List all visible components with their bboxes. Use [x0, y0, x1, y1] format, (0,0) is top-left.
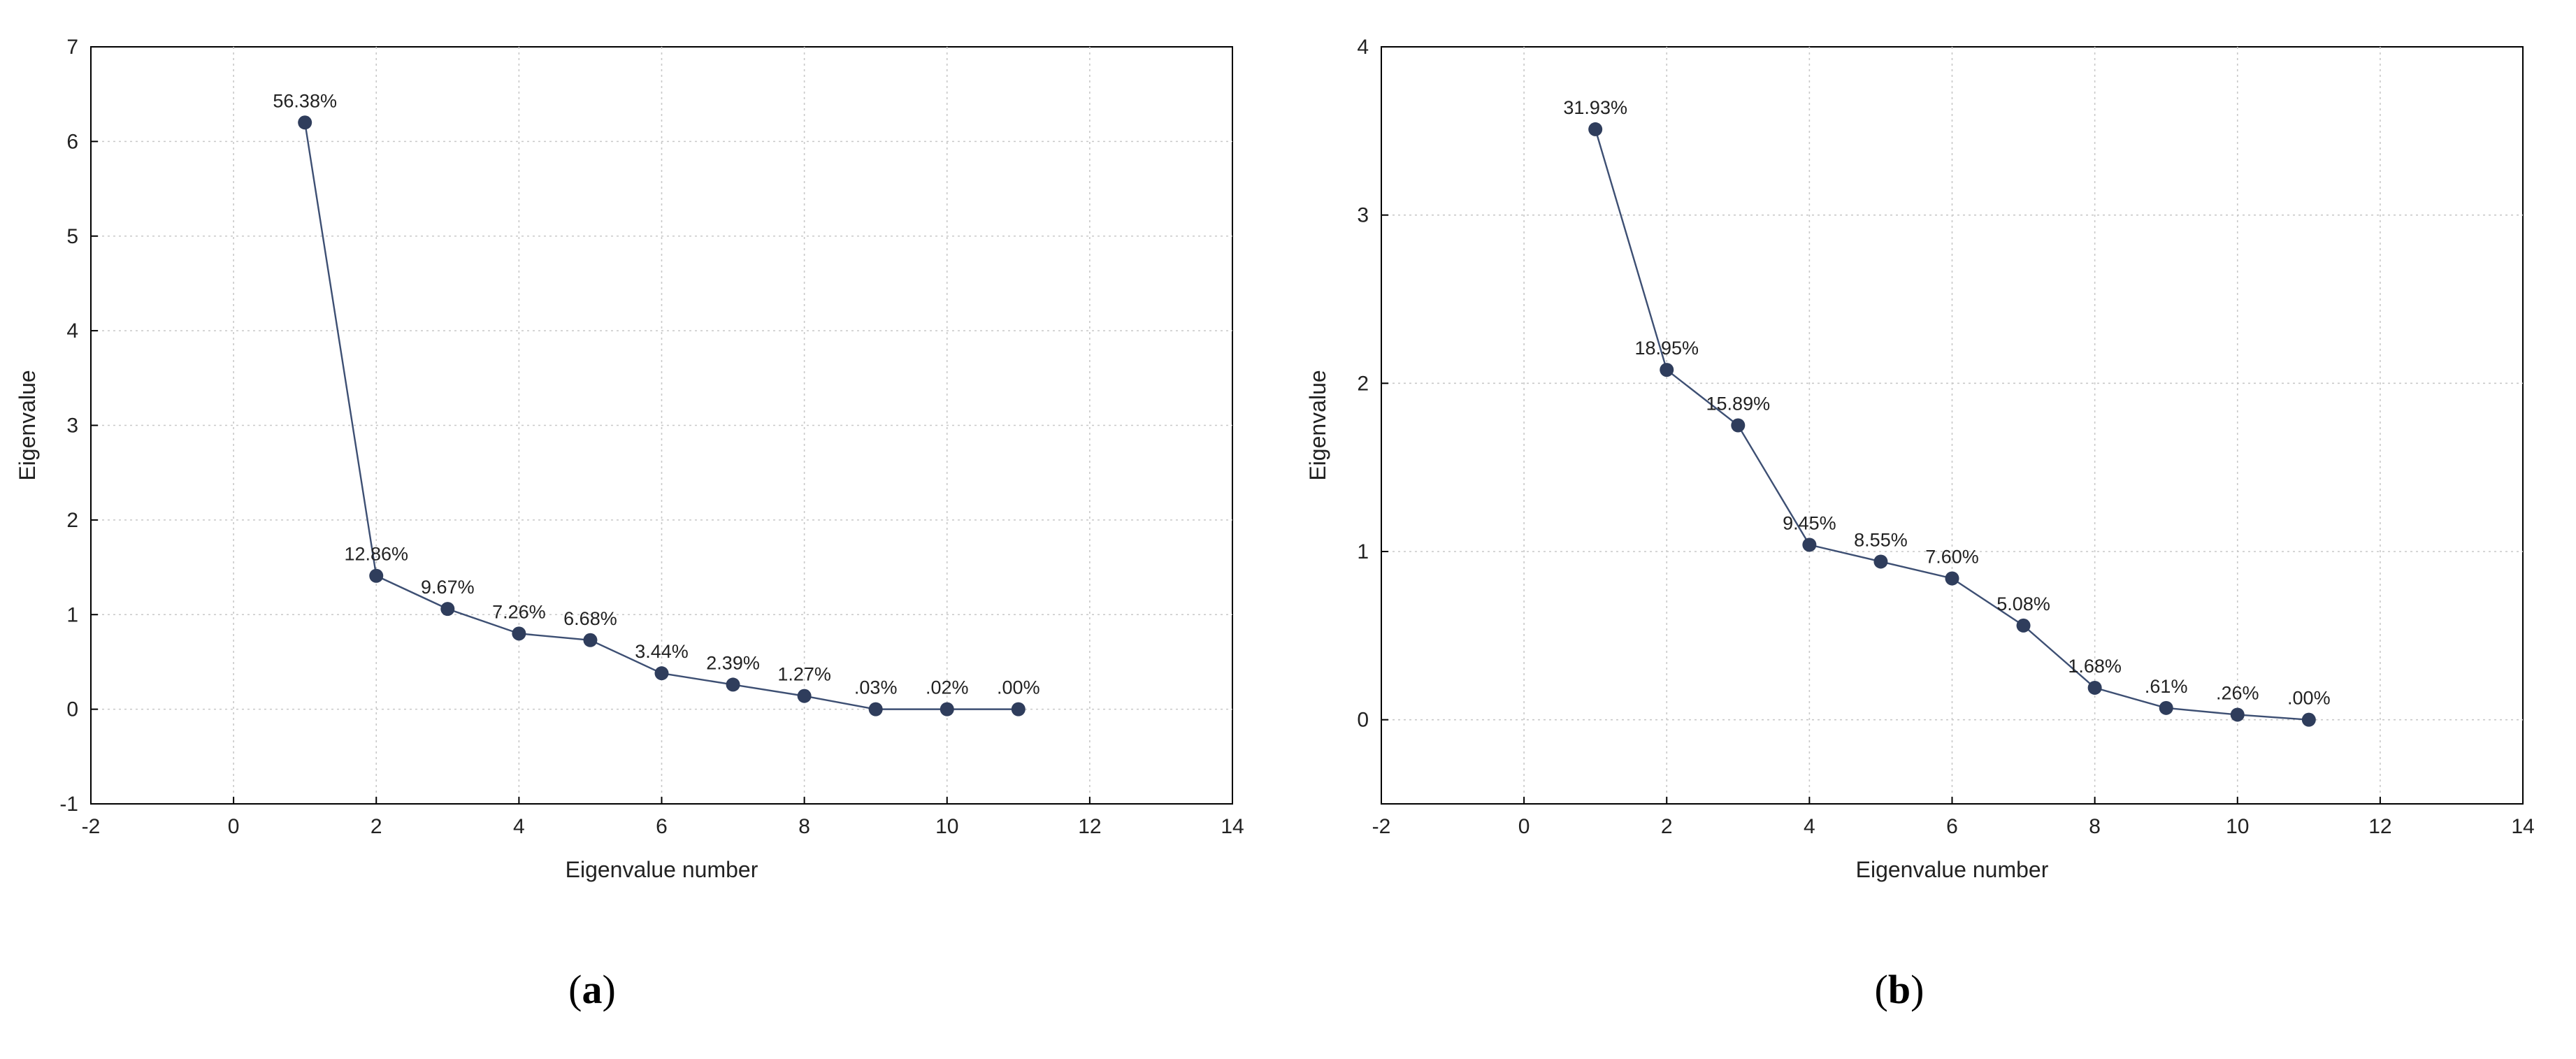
data-label: .03% — [854, 677, 898, 698]
y-tick-label: 6 — [66, 130, 78, 153]
data-point — [1873, 554, 1888, 569]
x-tick-label: 2 — [370, 815, 382, 838]
x-tick-label: 10 — [2226, 815, 2249, 838]
y-tick-label: 0 — [66, 698, 78, 721]
data-point — [369, 568, 384, 583]
caption-paren-open: ( — [568, 967, 582, 1012]
data-point — [797, 689, 812, 703]
data-label: 7.60% — [1925, 547, 1979, 568]
x-tick-label: 8 — [2089, 815, 2101, 838]
data-label: 8.55% — [1854, 529, 1908, 550]
x-tick-label: 4 — [513, 815, 525, 838]
data-label: 7.26% — [492, 601, 546, 622]
data-point — [2016, 618, 2031, 633]
y-tick-label: 4 — [66, 319, 78, 343]
data-point — [298, 115, 312, 130]
x-tick-label: 0 — [228, 815, 240, 838]
data-label: 9.67% — [421, 577, 475, 598]
y-tick-label: 7 — [66, 36, 78, 59]
y-tick-label: 2 — [1357, 372, 1369, 395]
caption-letter: b — [1888, 967, 1911, 1012]
data-label: 2.39% — [706, 652, 760, 673]
x-tick-label: -2 — [1372, 815, 1391, 838]
data-point — [1945, 571, 1959, 586]
x-axis-label: Eigenvalue number — [566, 857, 758, 882]
caption-letter: a — [582, 967, 603, 1012]
y-tick-label: 4 — [1357, 36, 1369, 59]
y-tick-label: 2 — [66, 509, 78, 532]
x-tick-label: 2 — [1661, 815, 1673, 838]
data-point — [1011, 702, 1026, 716]
data-label: 1.68% — [2068, 656, 2122, 677]
data-point — [1802, 538, 1817, 552]
data-point — [1731, 418, 1746, 433]
y-axis-label: Eigenvalue — [1305, 370, 1330, 480]
y-tick-label: 3 — [66, 415, 78, 438]
data-label: .02% — [926, 677, 969, 698]
x-axis-label: Eigenvalue number — [1856, 857, 2049, 882]
data-label: 6.68% — [563, 608, 617, 629]
data-point — [2159, 700, 2173, 715]
y-tick-label: 1 — [66, 603, 78, 626]
y-tick-label: -1 — [59, 793, 78, 816]
x-tick-label: 10 — [935, 815, 958, 838]
x-tick-label: 14 — [1221, 815, 1244, 838]
x-tick-label: 14 — [2511, 815, 2534, 838]
data-point — [440, 602, 455, 617]
data-label: 31.93% — [1563, 97, 1627, 118]
y-tick-label: 1 — [1357, 540, 1369, 563]
x-tick-label: 6 — [656, 815, 668, 838]
data-label: .61% — [2145, 676, 2188, 697]
data-point — [2301, 712, 2316, 727]
panel-caption: (a) — [568, 967, 616, 1012]
caption-paren-open: ( — [1875, 967, 1888, 1012]
data-point — [583, 633, 598, 647]
data-label: .00% — [997, 677, 1040, 698]
data-point — [1588, 122, 1603, 136]
data-label: 56.38% — [273, 90, 337, 111]
data-point — [512, 626, 526, 641]
y-tick-label: 5 — [66, 225, 78, 248]
data-label: .00% — [2287, 688, 2331, 709]
data-point — [2087, 680, 2102, 695]
data-point — [2230, 707, 2245, 722]
x-tick-label: 8 — [798, 815, 810, 838]
y-axis-label: Eigenvalue — [15, 370, 40, 480]
data-label: 3.44% — [635, 641, 689, 662]
x-tick-label: -2 — [82, 815, 101, 838]
data-point — [726, 677, 740, 692]
y-tick-label: 3 — [1357, 204, 1369, 227]
x-tick-label: 12 — [1078, 815, 1101, 838]
data-label: 15.89% — [1706, 394, 1771, 415]
data-point — [654, 666, 669, 681]
data-point — [868, 702, 883, 716]
panel-caption: (b) — [1875, 967, 1924, 1012]
x-tick-label: 6 — [1946, 815, 1958, 838]
data-label: .26% — [2216, 682, 2259, 703]
caption-paren-close: ) — [1911, 967, 1924, 1012]
data-label: 18.95% — [1634, 338, 1699, 359]
y-tick-label: 0 — [1357, 709, 1369, 732]
plot-frame — [1381, 46, 2524, 805]
x-tick-label: 12 — [2368, 815, 2391, 838]
data-label: 1.27% — [777, 664, 831, 685]
data-point — [940, 702, 954, 716]
data-label: 9.45% — [1783, 512, 1836, 533]
x-tick-label: 4 — [1804, 815, 1815, 838]
caption-paren-close: ) — [603, 967, 616, 1012]
data-label: 12.86% — [344, 544, 408, 565]
data-point — [1660, 363, 1674, 377]
data-label: 5.08% — [1996, 593, 2050, 614]
x-tick-label: 0 — [1518, 815, 1530, 838]
